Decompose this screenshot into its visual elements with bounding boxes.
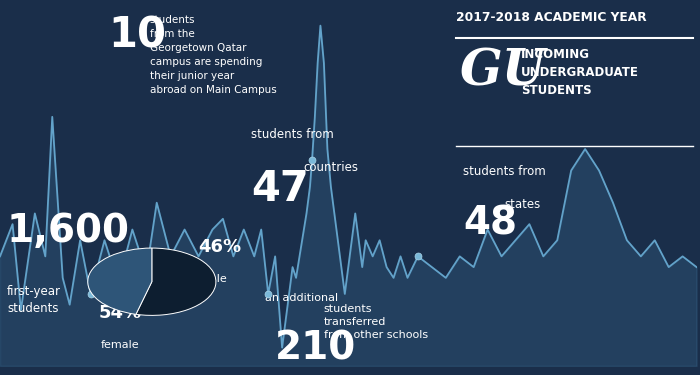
Text: students from: students from <box>251 128 333 141</box>
Text: male: male <box>199 274 226 284</box>
Text: 48: 48 <box>463 205 517 243</box>
Text: states: states <box>504 198 540 211</box>
Text: 1,600: 1,600 <box>7 212 130 250</box>
Text: female: female <box>101 340 139 350</box>
Text: students
transferred
from other schools: students transferred from other schools <box>324 304 428 340</box>
Text: students
from the
Georgetown Qatar
campus are spending
their junior year
abroad : students from the Georgetown Qatar campu… <box>150 15 276 94</box>
Text: 210: 210 <box>275 329 356 367</box>
Text: 46%: 46% <box>199 238 241 256</box>
Text: 2017-2018 ACADEMIC YEAR: 2017-2018 ACADEMIC YEAR <box>456 11 647 24</box>
Text: 47: 47 <box>251 168 309 210</box>
Wedge shape <box>88 248 152 314</box>
Text: countries: countries <box>303 161 358 174</box>
Wedge shape <box>136 248 216 315</box>
Text: students from: students from <box>463 165 546 178</box>
Text: 10: 10 <box>108 15 166 57</box>
Text: INCOMING
UNDERGRADUATE
STUDENTS: INCOMING UNDERGRADUATE STUDENTS <box>521 48 639 97</box>
Text: GU: GU <box>460 48 546 97</box>
Text: first-year
students: first-year students <box>7 285 61 315</box>
Text: 54%: 54% <box>98 304 141 322</box>
Text: an additional: an additional <box>265 293 338 303</box>
